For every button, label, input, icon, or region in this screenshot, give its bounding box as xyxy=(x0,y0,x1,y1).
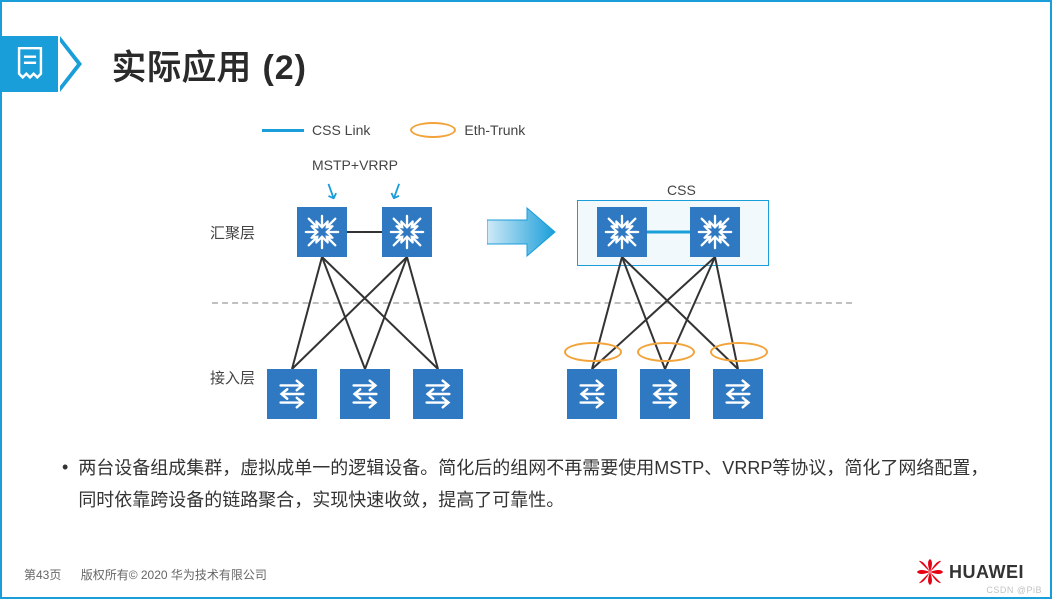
acc-switch-right-3 xyxy=(713,369,763,419)
agg-switch-left-2 xyxy=(382,207,432,257)
aggregation-layer-label: 汇聚层 xyxy=(210,222,255,243)
agg-switch-right-1 xyxy=(597,207,647,257)
layer-divider xyxy=(212,302,852,304)
slide-frame: 实际应用 (2) CSS Link Eth-Trunk MSTP+VRRP ↘ … xyxy=(0,0,1052,599)
bullet-dot: • xyxy=(62,452,68,516)
huawei-petal-icon xyxy=(917,559,943,585)
bullet-paragraph: • 两台设备组成集群，虚拟成单一的逻辑设备。简化后的组网不再需要使用MSTP、V… xyxy=(62,452,990,516)
eth-trunk-ring-2 xyxy=(637,342,695,362)
chevron-icon xyxy=(60,36,82,92)
note-icon xyxy=(15,47,45,81)
network-diagram: CSS Link Eth-Trunk MSTP+VRRP ↘ ↙ CSS 汇聚层… xyxy=(212,122,852,432)
acc-switch-left-1 xyxy=(267,369,317,419)
footer: 第43页 版权所有© 2020 华为技术有限公司 xyxy=(24,566,283,583)
mstp-arrow-left-icon: ↘ xyxy=(317,175,345,206)
header-icon xyxy=(2,36,58,92)
legend-eth-trunk: Eth-Trunk xyxy=(464,122,525,138)
access-layer-label: 接入层 xyxy=(210,367,255,388)
mstp-vrrp-label: MSTP+VRRP xyxy=(312,157,398,173)
agg-switch-left-1 xyxy=(297,207,347,257)
watermark: CSDN @PiB xyxy=(986,585,1042,595)
legend-css-link: CSS Link xyxy=(312,122,370,138)
acc-switch-left-2 xyxy=(340,369,390,419)
huawei-logo: HUAWEI xyxy=(917,559,1024,585)
slide-title: 实际应用 (2) xyxy=(112,40,307,89)
copyright: 版权所有© 2020 华为技术有限公司 xyxy=(81,568,267,582)
huawei-text: HUAWEI xyxy=(949,562,1024,583)
eth-trunk-ellipse-icon xyxy=(410,122,456,138)
acc-switch-right-1 xyxy=(567,369,617,419)
transition-arrow-icon xyxy=(487,206,557,258)
bullet-text: 两台设备组成集群，虚拟成单一的逻辑设备。简化后的组网不再需要使用MSTP、VRR… xyxy=(78,452,990,516)
acc-switch-left-3 xyxy=(413,369,463,419)
css-label: CSS xyxy=(667,182,696,198)
css-link-line-icon xyxy=(262,129,304,132)
header: 实际应用 (2) xyxy=(2,36,307,92)
mstp-arrow-right-icon: ↙ xyxy=(382,175,410,206)
eth-trunk-ring-3 xyxy=(710,342,768,362)
page-number: 第43页 xyxy=(24,568,61,582)
eth-trunk-ring-1 xyxy=(564,342,622,362)
legend: CSS Link Eth-Trunk xyxy=(262,122,525,138)
acc-switch-right-2 xyxy=(640,369,690,419)
agg-switch-right-2 xyxy=(690,207,740,257)
